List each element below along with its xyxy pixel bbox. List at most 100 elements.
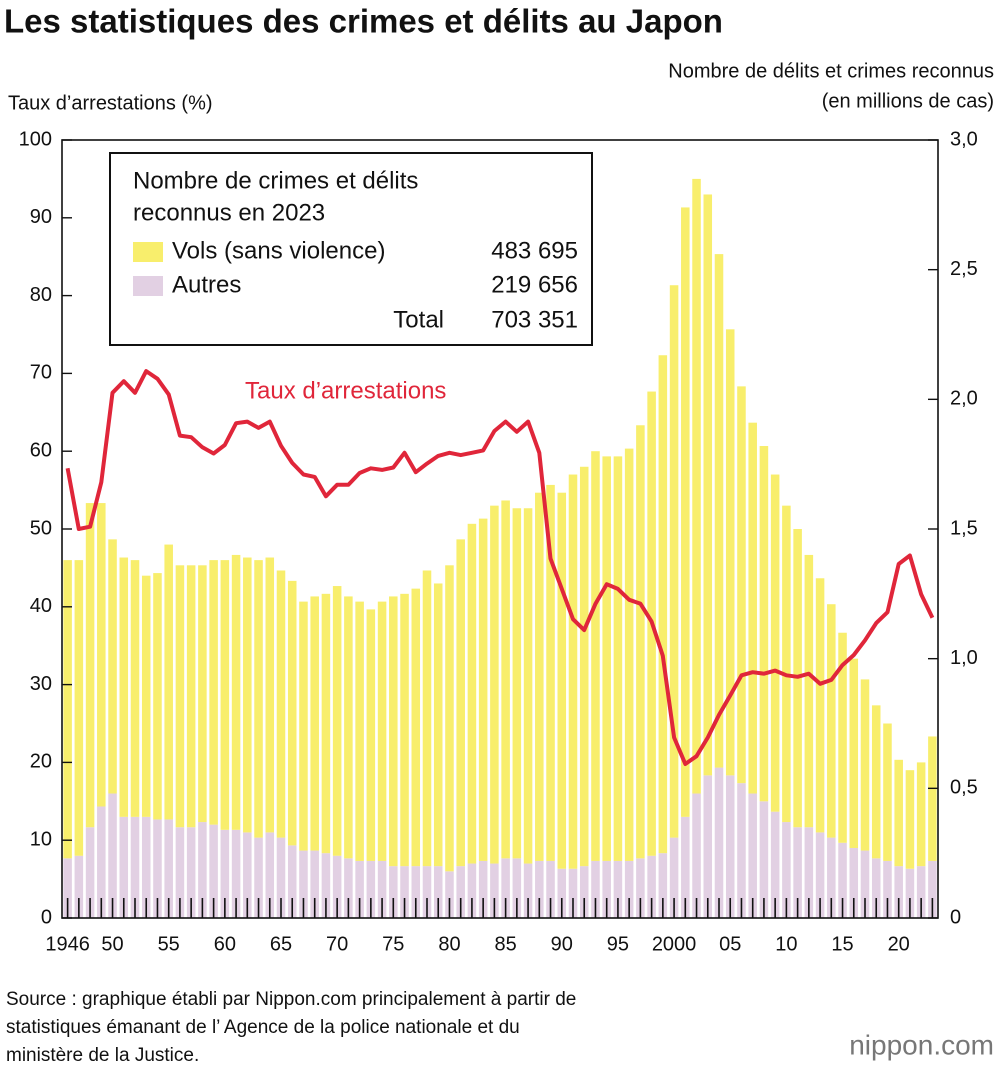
- bar: [501, 858, 510, 918]
- legend-label: Autres: [172, 271, 241, 298]
- bar: [490, 863, 499, 918]
- bar: [153, 573, 162, 820]
- bar: [85, 827, 95, 918]
- legend-total-label: Total: [393, 306, 444, 333]
- y2-tick-label: 3,0: [950, 128, 978, 150]
- bar: [838, 632, 847, 843]
- bar: [905, 770, 915, 869]
- y-tick-label: 30: [30, 673, 52, 695]
- bar: [366, 609, 376, 861]
- bar: [681, 816, 690, 918]
- legend-swatch: [133, 242, 163, 262]
- bar: [377, 601, 387, 861]
- bar: [130, 816, 140, 918]
- source-note: ministère de la Justice.: [6, 1045, 199, 1066]
- bar: [287, 845, 297, 918]
- legend-total-value: 703 351: [491, 306, 578, 333]
- bar: [422, 866, 432, 918]
- bar: [141, 816, 151, 918]
- bar: [546, 860, 555, 918]
- legend-swatch: [133, 276, 163, 296]
- bar: [759, 801, 769, 918]
- bar: [714, 254, 724, 768]
- bar: [400, 866, 409, 918]
- bar: [546, 484, 555, 861]
- bar: [815, 832, 825, 918]
- bar: [456, 539, 465, 867]
- y2-tick-label: 0: [950, 906, 961, 928]
- x-tick-label: 75: [382, 933, 404, 955]
- bar: [579, 866, 589, 918]
- bar: [916, 762, 926, 867]
- legend-value: 483 695: [491, 237, 578, 264]
- y-tick-label: 10: [30, 828, 52, 850]
- bar: [456, 866, 465, 918]
- legend-label: Vols (sans violence): [172, 237, 385, 264]
- bar: [849, 658, 859, 848]
- x-tick-label: 65: [270, 933, 292, 955]
- y2-tick-label: 1,0: [950, 647, 978, 669]
- bar: [725, 775, 735, 918]
- bar: [928, 860, 937, 918]
- bar: [209, 560, 218, 825]
- bar: [692, 793, 701, 918]
- bar: [265, 832, 275, 918]
- bar: [827, 604, 836, 838]
- bar: [344, 596, 353, 859]
- legend-value: 219 656: [491, 271, 578, 298]
- bar: [591, 860, 600, 918]
- bar: [770, 474, 780, 812]
- bar: [74, 855, 84, 918]
- x-tick-label: 2000: [652, 933, 697, 955]
- bar: [433, 866, 443, 918]
- bar: [467, 523, 477, 864]
- bar: [782, 822, 791, 918]
- y-tick-label: 20: [30, 751, 52, 773]
- bar: [894, 759, 903, 867]
- bar: [636, 858, 645, 918]
- bar: [411, 588, 421, 867]
- bar: [827, 837, 836, 918]
- bar: [804, 554, 814, 828]
- bar: [804, 827, 814, 918]
- bar: [624, 860, 634, 918]
- x-tick-label: 80: [438, 933, 460, 955]
- bar: [164, 819, 173, 918]
- bar: [737, 386, 746, 784]
- bar: [647, 855, 656, 918]
- bar: [321, 853, 331, 918]
- bar: [276, 837, 286, 918]
- bar: [725, 329, 735, 776]
- bar: [692, 178, 701, 794]
- bar: [669, 837, 679, 918]
- bar: [63, 560, 72, 859]
- bar: [669, 285, 679, 838]
- bar: [759, 446, 769, 802]
- legend-box: [109, 152, 593, 346]
- bar: [579, 466, 589, 867]
- legend-title: reconnus en 2023: [133, 199, 325, 226]
- bar: [871, 705, 881, 859]
- bar: [602, 860, 611, 918]
- bar: [782, 505, 791, 823]
- bar: [332, 586, 342, 856]
- bar: [883, 723, 892, 861]
- bar: [658, 355, 668, 854]
- bar: [231, 829, 241, 918]
- bar: [299, 850, 308, 918]
- bar: [254, 837, 263, 918]
- bar: [748, 793, 757, 918]
- bar: [74, 560, 84, 856]
- bar: [63, 858, 72, 918]
- bar: [310, 850, 319, 918]
- bar: [916, 866, 926, 918]
- x-tick-label: 90: [551, 933, 573, 955]
- bar: [478, 860, 488, 918]
- bar: [332, 855, 342, 918]
- bar: [119, 816, 129, 918]
- bar: [276, 570, 286, 838]
- bar: [422, 570, 432, 867]
- bar: [355, 860, 364, 918]
